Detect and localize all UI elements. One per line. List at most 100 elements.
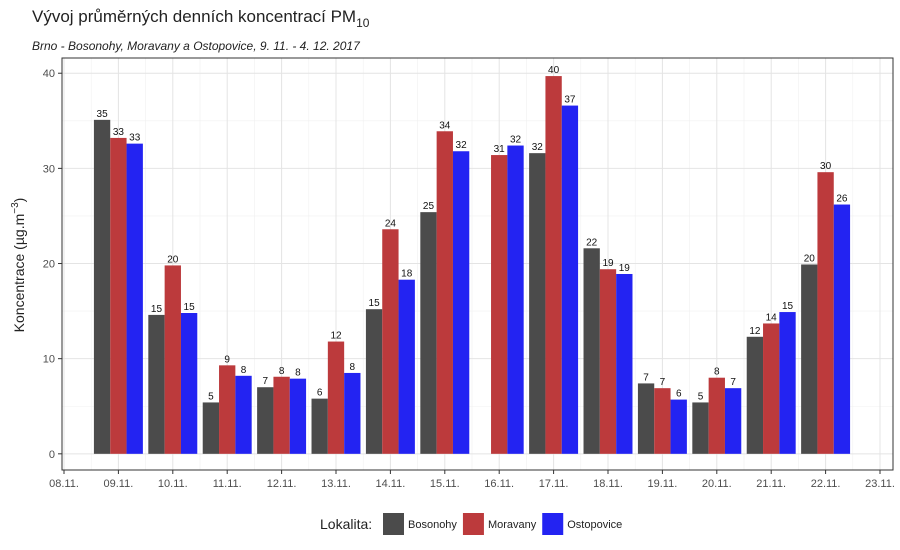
- bar: [801, 264, 818, 454]
- bar: [529, 153, 546, 454]
- y-axis-label: Koncentrace (µg.m−3): [10, 198, 27, 333]
- x-tick-label: 14.11.: [376, 478, 406, 490]
- bar: [817, 172, 834, 454]
- value-label: 24: [385, 218, 397, 229]
- value-label: 26: [836, 194, 848, 205]
- value-label: 14: [766, 312, 778, 323]
- legend-label: Ostopovice: [567, 519, 622, 531]
- x-tick-label: 21.11.: [756, 478, 786, 490]
- bar: [148, 314, 165, 454]
- bar: [833, 204, 851, 454]
- value-label: 37: [564, 95, 576, 106]
- plot-border: [61, 57, 894, 471]
- value-label: 18: [401, 269, 413, 280]
- y-tick-label: 40: [43, 68, 55, 80]
- value-label: 7: [262, 376, 268, 387]
- bar: [180, 313, 198, 454]
- x-tick-label: 16.11.: [484, 478, 514, 490]
- bar: [344, 372, 361, 454]
- value-label: 9: [224, 354, 230, 365]
- bar: [273, 376, 290, 454]
- bar: [420, 212, 437, 454]
- bar: [583, 248, 600, 454]
- bar: [257, 387, 274, 454]
- bar: [398, 279, 415, 454]
- x-tick-label: 09.11.: [104, 478, 134, 490]
- bar: [382, 229, 399, 454]
- bar: [692, 402, 709, 454]
- value-label: 6: [317, 388, 323, 399]
- title-main: Vývoj průměrných denních koncentrací PM: [32, 7, 356, 26]
- y-tick-label: 0: [49, 449, 55, 461]
- legend-label: Moravany: [488, 519, 537, 531]
- value-label: 40: [548, 65, 560, 76]
- bar: [670, 399, 687, 454]
- bar: [436, 131, 453, 454]
- value-label: 25: [423, 201, 435, 212]
- value-label: 34: [439, 120, 451, 131]
- value-label: 32: [456, 140, 468, 151]
- y-label-main: Koncentrace (µg.m: [11, 214, 27, 333]
- bar: [202, 402, 220, 454]
- bar: [126, 143, 143, 454]
- legend-swatch: [462, 513, 484, 535]
- value-label: 22: [586, 237, 598, 248]
- x-tick-label: 13.11.: [321, 478, 351, 490]
- value-label: 35: [97, 109, 109, 120]
- value-label: 20: [804, 253, 816, 264]
- x-tick-label: 17.11.: [539, 478, 569, 490]
- x-tick-label: 08.11.: [49, 478, 79, 490]
- bar: [327, 341, 345, 454]
- bar: [561, 105, 579, 454]
- value-label: 7: [643, 372, 649, 383]
- bar: [637, 383, 655, 454]
- value-label: 15: [782, 301, 794, 312]
- bar: [452, 151, 470, 454]
- bar: [219, 365, 236, 454]
- value-label: 15: [151, 304, 163, 315]
- x-tick-label: 23.11.: [865, 478, 895, 490]
- y-label-superscript: −3: [10, 202, 21, 214]
- value-label: 20: [167, 254, 179, 265]
- legend-swatch: [383, 513, 404, 535]
- x-tick-label: 18.11.: [593, 478, 623, 490]
- value-label: 6: [676, 389, 682, 400]
- value-label: 5: [208, 391, 214, 402]
- value-label: 15: [184, 302, 196, 313]
- value-label: 15: [369, 298, 381, 309]
- bar: [724, 388, 742, 454]
- bar: [311, 398, 328, 454]
- value-label: 33: [129, 133, 141, 144]
- value-label: 8: [714, 367, 720, 378]
- bar: [763, 323, 780, 454]
- bar: [235, 375, 252, 454]
- bar: [164, 265, 181, 454]
- bar: [110, 137, 127, 454]
- value-label: 32: [510, 135, 522, 146]
- x-tick-label: 10.11.: [158, 478, 188, 490]
- chart-title: Vývoj průměrných denních koncentrací PM1…: [32, 7, 370, 30]
- legend-label: Bosonohy: [408, 519, 457, 531]
- bar: [746, 336, 764, 454]
- x-tick-label: 19.11.: [648, 478, 678, 490]
- value-label: 30: [820, 161, 832, 172]
- title-subscript: 10: [356, 16, 370, 30]
- legend-swatch: [542, 513, 564, 535]
- value-label: 8: [350, 362, 356, 373]
- value-label: 32: [532, 142, 544, 153]
- value-label: 7: [730, 377, 736, 388]
- value-label: 12: [330, 331, 342, 342]
- x-tick-label: 12.11.: [267, 478, 297, 490]
- chart-subtitle: Brno - Bosonohy, Moravany a Ostopovice, …: [32, 39, 361, 53]
- bar: [779, 312, 796, 454]
- bar: [507, 145, 524, 454]
- value-label: 8: [279, 366, 285, 377]
- y-tick-label: 10: [43, 354, 55, 366]
- value-label: 33: [113, 127, 125, 138]
- bar: [616, 273, 633, 454]
- x-tick-label: 20.11.: [702, 478, 732, 490]
- y-label-end: ): [11, 198, 27, 203]
- x-tick-label: 22.11.: [811, 478, 841, 490]
- bar: [545, 76, 562, 454]
